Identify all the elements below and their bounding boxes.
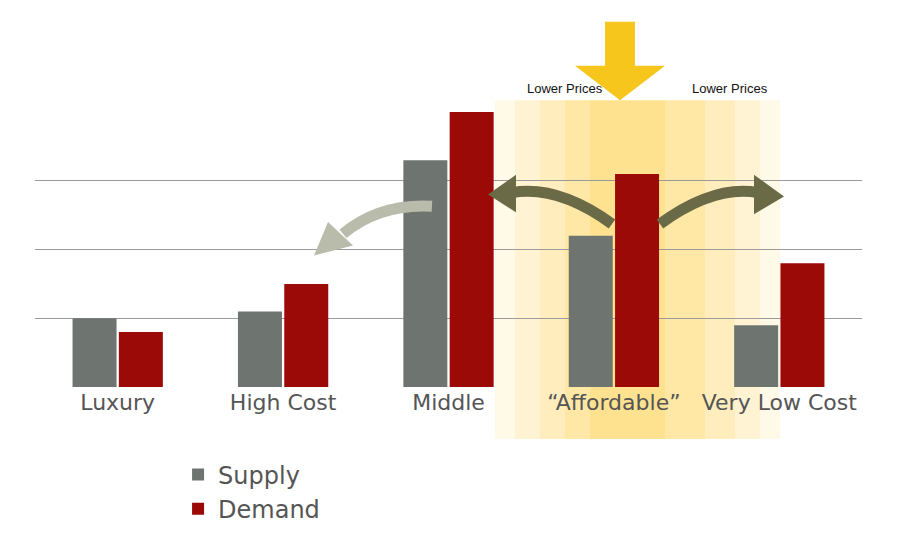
svg-text:Supply: Supply — [218, 462, 300, 490]
svg-text:Middle: Middle — [412, 390, 485, 415]
svg-text:Very Low Cost: Very Low Cost — [702, 390, 858, 415]
svg-text:“Affordable”: “Affordable” — [547, 390, 680, 415]
svg-text:Lower Prices: Lower Prices — [527, 81, 603, 96]
svg-text:Luxury: Luxury — [80, 390, 155, 415]
svg-text:High Cost: High Cost — [230, 390, 337, 415]
svg-text:Demand: Demand — [218, 496, 320, 524]
svg-text:Lower Prices: Lower Prices — [692, 81, 768, 96]
